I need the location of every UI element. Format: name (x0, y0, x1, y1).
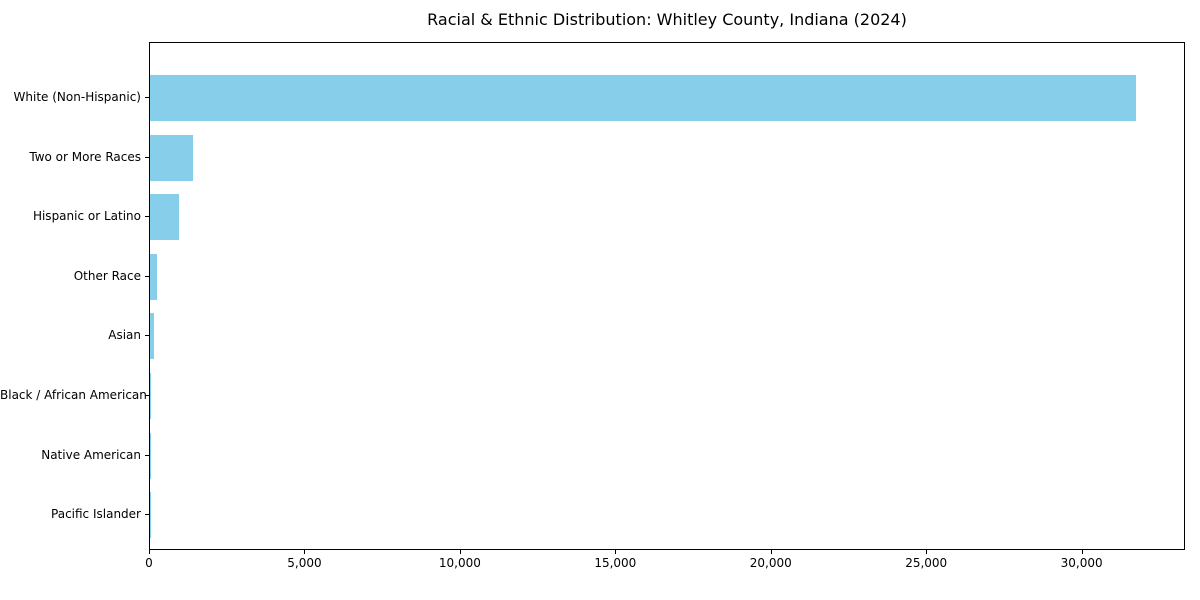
y-tick-label: Two or More Races (29, 149, 141, 164)
x-tick-mark (926, 550, 928, 554)
x-tick-label: 30,000 (1060, 556, 1103, 570)
bar (150, 313, 154, 360)
x-tick-mark (149, 550, 150, 554)
y-tick-label: Asian (108, 328, 141, 343)
bar (150, 194, 180, 241)
y-tick-label: Black / African American (0, 388, 147, 402)
y-tick-mark (145, 335, 149, 337)
y-tick-label: White (Non-Hispanic) (13, 90, 141, 104)
y-tick-mark (145, 514, 149, 516)
y-tick-mark (145, 454, 149, 456)
y-tick-mark (145, 97, 149, 98)
x-tick-mark (304, 550, 306, 554)
x-tick-mark (770, 550, 772, 554)
y-tick-label: Hispanic or Latino (32, 209, 141, 224)
y-tick-mark (145, 395, 149, 396)
plot-area (149, 42, 1185, 550)
chart-title: Racial & Ethnic Distribution: Whitley Co… (427, 10, 907, 29)
x-tick-label: 25,000 (905, 556, 948, 570)
bar (150, 253, 158, 300)
y-tick-mark (145, 216, 149, 218)
x-tick-label: 15,000 (594, 556, 637, 570)
y-tick-label: Other Race (73, 268, 141, 283)
x-tick-label: 20,000 (749, 556, 792, 570)
x-tick-label: 10,000 (438, 556, 481, 570)
x-tick-mark (459, 550, 461, 554)
x-tick-mark (615, 550, 617, 554)
y-tick-label: Pacific Islander (51, 507, 141, 522)
x-tick-label: 0 (145, 556, 153, 570)
x-tick-mark (1081, 550, 1083, 554)
x-tick-label: 5,000 (287, 556, 322, 570)
bar (150, 134, 193, 181)
y-tick-mark (145, 156, 149, 158)
y-tick-mark (145, 275, 149, 277)
y-tick-label: Native American (41, 447, 141, 462)
bar (150, 75, 1136, 121)
bar (150, 373, 152, 419)
